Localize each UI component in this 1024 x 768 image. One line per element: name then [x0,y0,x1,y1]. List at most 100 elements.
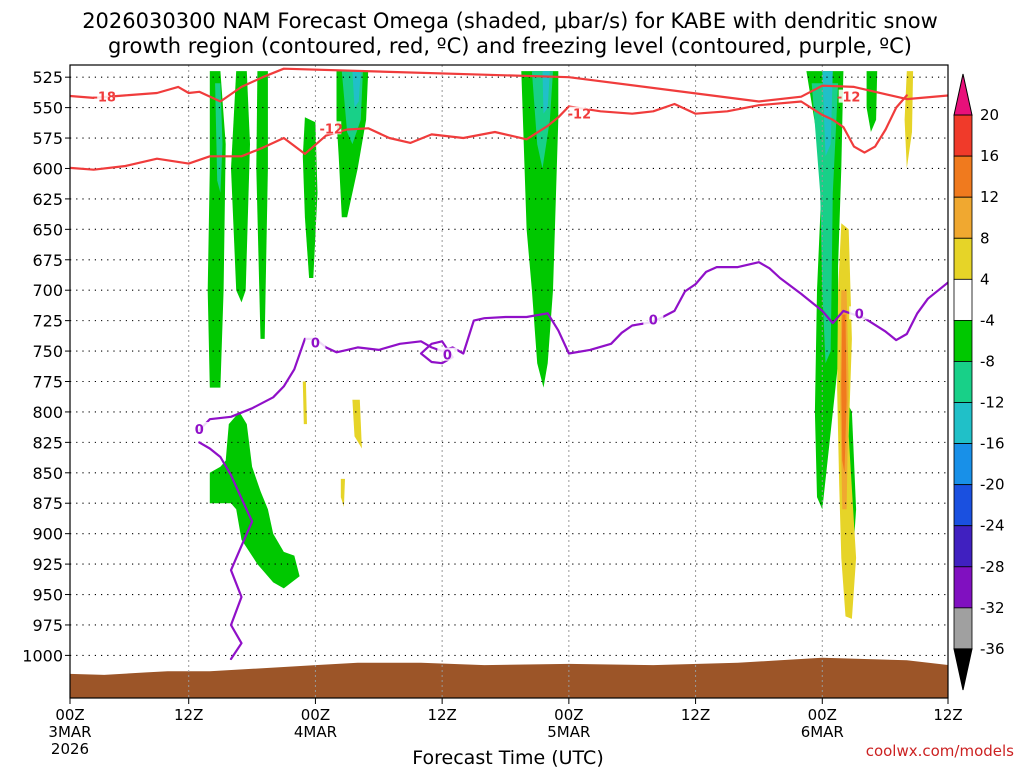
y-tick-label: 650 [32,220,63,239]
omega-shade-region-14 [352,71,361,108]
x-tick-label: 00Z [808,706,837,724]
freezing-label-d-bg [643,312,664,326]
colorbar-label: -28 [980,558,1005,576]
omega-shade-region-15 [542,71,550,114]
y-tick-label: 800 [32,403,63,422]
colorbar-swatch [953,484,973,527]
y-tick-label: 700 [32,281,63,300]
colorbar-label: -12 [980,394,1005,412]
y-tick-label: 525 [32,68,63,87]
colorbar-swatch [953,73,973,116]
y-tick-label: 825 [32,433,63,452]
contour-label-layer: -18 -12 -12 -12 0 0 0 0 0 [92,89,870,438]
y-tick-label: 750 [32,342,63,361]
colorbar-label: -32 [980,599,1005,617]
omega-shade-region-5 [521,71,559,388]
y-tick-label: 575 [32,129,63,148]
dgz-label-minus12-c-bg [838,89,859,103]
y-tick-label: 975 [32,616,63,635]
freezing-label-c-bg [437,347,458,361]
colorbar-label: -20 [980,476,1005,494]
colorbar-swatch [953,607,973,650]
x-tick-label: 12Z [933,706,962,724]
x-tick-label: 3MAR [48,723,91,741]
contour-layer [70,67,948,661]
dgz-label-minus12-b-bg [569,106,590,120]
x-tick-label: 00Z [301,706,330,724]
colorbar-label: -24 [980,517,1005,535]
colorbar-label: 8 [980,229,990,247]
x-axis-label: Forecast Time (UTC) [412,747,603,768]
colorbar-label: 4 [980,270,990,288]
colorbar-swatch [953,319,973,362]
x-tick-label: 12Z [174,706,203,724]
x-tick-label: 00Z [55,706,84,724]
colorbar: 20 16 12 8 4 -4 -8 -12 -16 -20 -24 -28 -32 -36 [953,73,1005,691]
credit-text: coolwx.com/models [866,742,1014,760]
y-tick-label: 725 [32,312,63,331]
y-tick-label: 600 [32,159,63,178]
colorbar-label: 16 [980,147,999,165]
omega-shade-region-20 [904,71,914,169]
omega-shade-region-1 [231,71,250,303]
omega-shade-region-16 [822,71,833,157]
colorbar-swatch [953,361,973,403]
colorbar-swatch [953,525,973,568]
freezing-drop-contour [198,441,254,661]
freezing-label-e-bg [849,306,870,320]
y-axis: 525 550 575 600 625 650 675 700 725 750 775 800 825 8… [22,68,70,665]
chart-title-line-2: growth region (contoured, red, ºC) and f… [108,34,912,58]
colorbar-swatch [953,443,973,486]
colorbar-swatch [953,278,973,321]
x-tick-label: 12Z [427,706,456,724]
grid-layer [70,65,948,698]
freezing-label-c: 0 [443,349,452,364]
colorbar-swatch [953,402,973,444]
dgz-label-minus12-a: -12 [320,122,344,137]
colorbar-swatch [953,566,973,609]
colorbar-swatch [953,196,973,239]
y-tick-label: 1000 [22,646,63,665]
x-tick-label: 5MAR [547,723,590,741]
colorbar-label: -36 [980,640,1005,658]
freezing-label-b-bg [305,335,326,349]
colorbar-label: -8 [980,352,995,370]
freezing-label-e: 0 [855,307,864,322]
dgz-label-minus18: -18 [92,91,116,106]
omega-shading-layer [207,71,914,619]
freezing-label-b: 0 [311,337,320,352]
omega-shade-region-19 [340,478,345,507]
dgz-lower-contour [70,94,908,171]
colorbar-swatch [953,237,973,280]
chart-title-line-1: 2026030300 NAM Forecast Omega (shaded, μ… [82,9,938,33]
freezing-label-a: 0 [195,423,204,438]
omega-shade-region-18 [352,399,362,449]
colorbar-swatch [953,155,973,198]
omega-shade-region-3 [302,117,318,278]
omega-shade-region-2 [256,71,268,339]
dgz-label-minus12-b: -12 [568,108,592,123]
omega-shade-region-13 [811,83,839,364]
colorbar-label: 12 [980,188,999,206]
y-tick-label: 900 [32,525,63,544]
y-tick-label: 550 [32,99,63,118]
omega-shade-region-17 [302,381,307,425]
x-tick-label: 2026 [51,740,89,758]
colorbar-swatch [953,648,973,691]
terrain-fill [70,657,948,698]
terrain-layer [70,657,948,698]
dgz-upper-contour [70,67,948,103]
colorbar-swatch [953,114,973,157]
plot-area: -18 -12 -12 -12 0 0 0 0 0 [69,64,949,699]
x-tick-label: 4MAR [294,723,337,741]
freezing-label-d: 0 [649,313,658,328]
dgz-label-minus12-a-bg [321,121,342,135]
colorbar-label: -16 [980,435,1005,453]
y-tick-label: 875 [32,494,63,513]
x-tick-label: 00Z [554,706,583,724]
omega-shade-region-23 [841,314,847,473]
freezing-label-a-bg [189,421,210,435]
y-tick-label: 950 [32,586,63,605]
omega-shade-region-8 [866,71,878,132]
